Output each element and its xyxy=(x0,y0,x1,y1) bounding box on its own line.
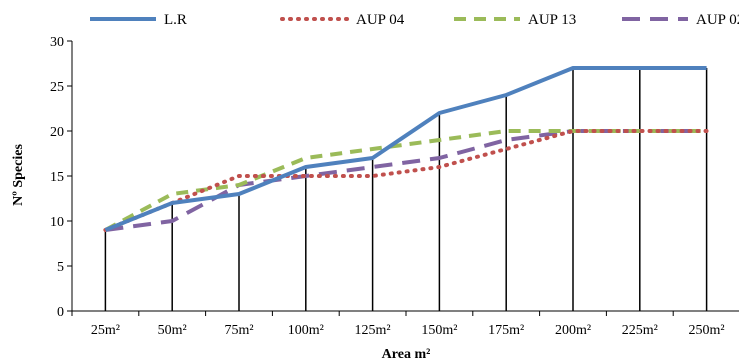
y-tick-label: 20 xyxy=(50,125,64,140)
x-tick-label: 150m² xyxy=(421,323,457,338)
y-tick-label: 0 xyxy=(57,305,64,320)
y-axis-title: Nº Species xyxy=(11,144,26,206)
x-tick-label: 75m² xyxy=(224,323,253,338)
legend-label-aup-13: AUP 13 xyxy=(528,12,576,28)
legend-label-l-r: L.R xyxy=(164,12,187,28)
x-axis-title: Area m² xyxy=(382,347,431,362)
x-tick-label: 225m² xyxy=(622,323,658,338)
y-axis-ticks: 0 5 10 15 20 25 30 xyxy=(50,35,72,320)
y-tick-label: 15 xyxy=(50,170,64,185)
x-tick-label: 125m² xyxy=(355,323,391,338)
drop-lines xyxy=(104,68,708,311)
series-line-l-r xyxy=(104,66,707,232)
x-tick-label: 50m² xyxy=(158,323,187,338)
y-tick-label: 5 xyxy=(57,260,64,275)
legend: L.R AUP 04 AUP 13 AUP 02 xyxy=(90,12,739,28)
series-line-aup-02 xyxy=(105,129,707,232)
x-tick-label: 25m² xyxy=(91,323,120,338)
series-line-aup-13 xyxy=(104,129,707,232)
x-tick-label: 100m² xyxy=(288,323,324,338)
series-lines xyxy=(103,66,709,232)
x-tick-label: 250m² xyxy=(689,323,725,338)
x-tick-label: 175m² xyxy=(488,323,524,338)
series-line-aup-04 xyxy=(103,129,709,232)
legend-label-aup-02: AUP 02 xyxy=(696,12,739,28)
y-tick-label: 10 xyxy=(50,215,64,230)
x-axis-ticks: 25m² 50m² 75m² 100m² 125m² 150m² 175m² 200m² 225… xyxy=(71,311,725,338)
legend-label-aup-04: AUP 04 xyxy=(356,12,405,28)
y-tick-label: 30 xyxy=(50,35,64,50)
x-tick-label: 200m² xyxy=(555,323,591,338)
y-tick-label: 25 xyxy=(50,80,64,95)
